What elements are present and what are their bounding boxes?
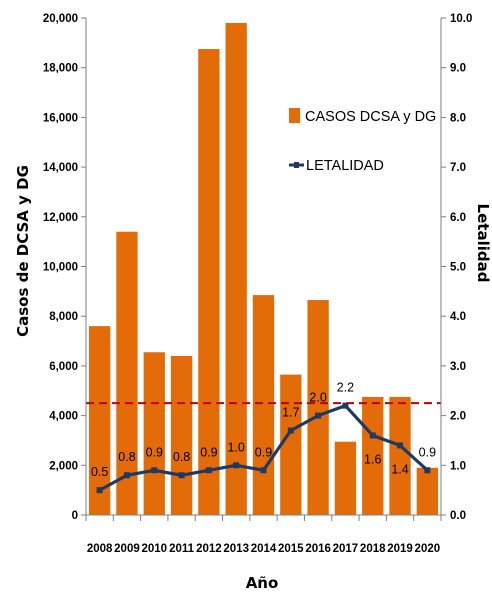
data-label-2013: 1.0 (227, 440, 244, 454)
bar-series (89, 22, 438, 515)
x-tick-label: 2016 (305, 543, 331, 555)
legend-label-casos: CASOS DCSA y DG (305, 109, 436, 125)
legend-label-letalidad: LETALIDAD (306, 158, 384, 174)
y-axis-title: Casos de DCSA y DG (14, 165, 32, 337)
data-labels: 0.5 0.8 0.9 0.8 0.9 1.0 0.9 1.7 2.0 2.2 1.6 1.4 0.9 (91, 381, 436, 479)
y-tick-label: 16,000 (43, 112, 78, 124)
y2-tick-label: 10.0 (450, 13, 472, 25)
bar-2012 (198, 49, 220, 515)
data-label-2015: 1.7 (282, 406, 299, 420)
x-tick-label: 2017 (333, 543, 359, 555)
y-tick-label: 6,000 (49, 361, 78, 373)
bar-2015 (280, 374, 302, 515)
bar-2019 (389, 396, 411, 515)
y2-tick-label: 7.0 (450, 162, 466, 174)
y-tick-label: 12,000 (43, 212, 78, 224)
y-tick-label: 18,000 (43, 63, 78, 75)
letalidad-point-2012 (205, 467, 212, 474)
legend-swatch-bar (289, 108, 300, 123)
y2-axis-title: Letalidad (474, 204, 492, 283)
y2-tick-label: 2.0 (450, 411, 466, 423)
y-tick-label: 2,000 (49, 460, 78, 472)
x-tick-label: 2011 (169, 543, 195, 555)
letalidad-point-2008 (96, 487, 103, 494)
bar-2008 (89, 326, 111, 515)
bar-2016 (307, 300, 329, 515)
y-tick-label: 10,000 (43, 262, 78, 274)
letalidad-point-2015 (287, 427, 294, 434)
y2-tick-label: 5.0 (450, 262, 466, 274)
x-tick-label: 2010 (141, 543, 167, 555)
letalidad-point-2017 (342, 402, 349, 409)
y-tick-label: 20,000 (43, 13, 78, 25)
x-tick-label: 2019 (387, 543, 413, 555)
bar-2020 (416, 467, 438, 515)
data-label-2014: 0.9 (255, 445, 272, 459)
bar-2009 (116, 231, 138, 515)
letalidad-point-2014 (260, 467, 267, 474)
letalidad-point-2013 (233, 462, 240, 469)
y2-tick-label: 1.0 (450, 460, 466, 472)
y2-tick-label: 6.0 (450, 212, 466, 224)
data-label-2010: 0.9 (146, 445, 163, 459)
x-tick-label: 2012 (196, 543, 222, 555)
letalidad-point-2010 (151, 467, 158, 474)
x-tick-label: 2013 (223, 543, 249, 555)
bar-2014 (252, 295, 275, 515)
bar-2018 (362, 396, 384, 515)
letalidad-point-2018 (369, 432, 376, 439)
letalidad-point-2019 (397, 442, 404, 449)
letalidad-point-2009 (123, 472, 130, 479)
y2-tick-label: 4.0 (450, 311, 466, 323)
line-series (96, 402, 431, 494)
letalidad-point-2011 (178, 472, 185, 479)
x-tick-label: 2014 (251, 543, 277, 555)
legend: CASOS DCSA y DG LETALIDAD (289, 108, 436, 174)
x-tick-label: 2008 (87, 543, 113, 555)
data-label-2012: 0.9 (200, 445, 217, 459)
bar-2013 (225, 22, 247, 515)
data-label-2011: 0.8 (173, 450, 190, 464)
letalidad-point-2020 (424, 467, 431, 474)
data-label-2018: 1.6 (364, 452, 381, 466)
letalidad-point-2016 (315, 412, 322, 419)
bar-2011 (170, 355, 193, 515)
x-tick-label: 2009 (114, 543, 140, 555)
bar-2017 (334, 441, 357, 515)
data-label-2019: 1.4 (391, 462, 408, 476)
y2-tick-label: 9.0 (450, 63, 466, 75)
data-label-2008: 0.5 (91, 465, 108, 479)
y-tick-label: 14,000 (43, 162, 78, 174)
x-tick-label: 2020 (415, 543, 441, 555)
data-label-2009: 0.8 (118, 450, 135, 464)
x-axis-title: Año (246, 574, 279, 592)
y2-tick-label: 8.0 (450, 112, 466, 124)
x-tick-label: 2015 (278, 543, 304, 555)
y2-tick-label: 3.0 (450, 361, 466, 373)
data-label-2020: 0.9 (419, 445, 436, 459)
y-tick-label: 8,000 (49, 311, 78, 323)
data-label-2017: 2.2 (337, 381, 354, 395)
y2-tick-label: 0.0 (450, 510, 466, 522)
axes-group: 0 2,000 4,000 6,000 8,000 10,000 12,000 14,000 1… (43, 13, 473, 555)
bar-2010 (143, 352, 165, 515)
legend-swatch-marker (294, 162, 299, 168)
data-label-2016: 2.0 (309, 391, 326, 405)
x-tick-label: 2018 (360, 543, 386, 555)
y-tick-label: 4,000 (49, 411, 78, 423)
y-tick-label: 0 (72, 510, 78, 522)
